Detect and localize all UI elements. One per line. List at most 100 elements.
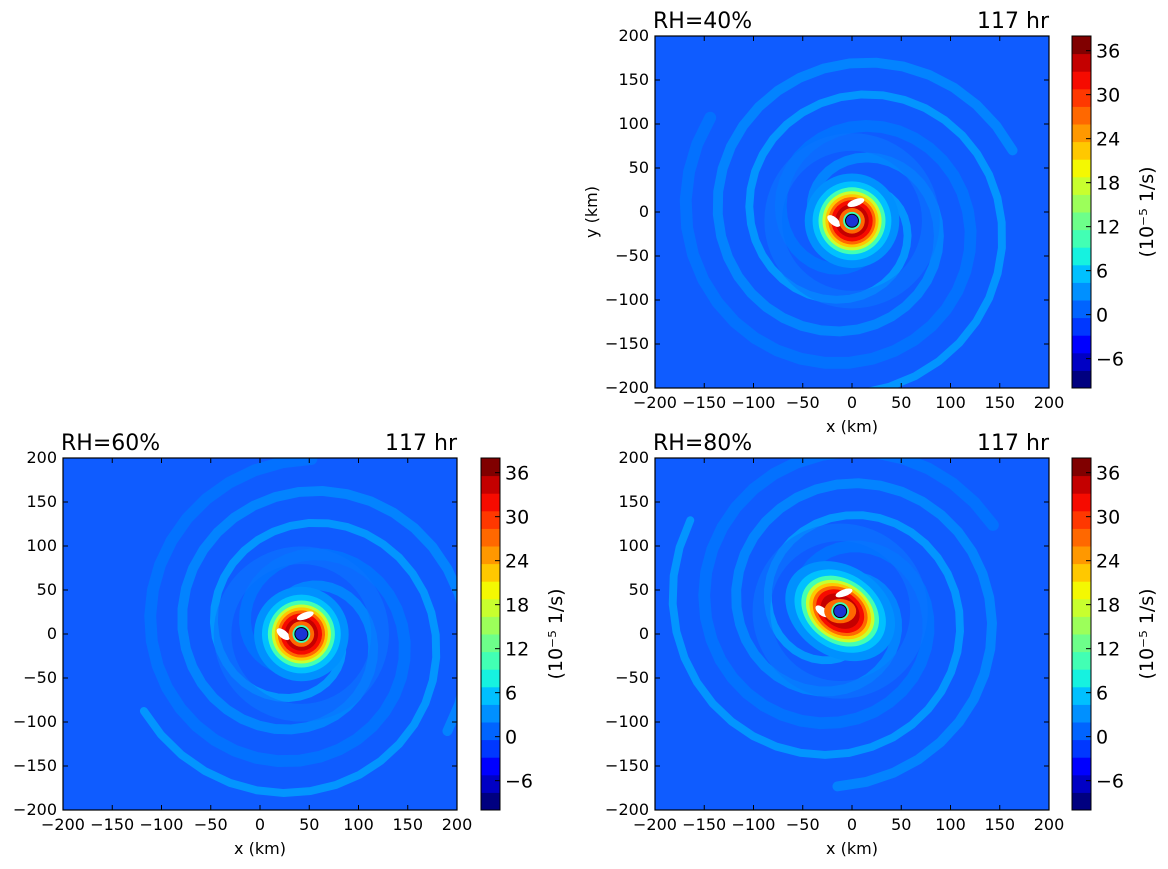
colorbar-label: (10⁻⁵ 1/s) [1136,588,1158,679]
x-tick-label: −50 [786,393,820,412]
rain-band [139,519,441,797]
colorbar-segment [1072,493,1091,512]
colorbar-tick-label: 36 [1096,463,1120,485]
rain-band [712,57,1018,337]
colorbar-segment [481,704,500,723]
saturated-patch [835,588,853,598]
colorbar-tick-label: −6 [1096,771,1124,793]
colorbar-segment [1072,141,1091,160]
panel-title-left: RH=40% [653,9,752,34]
colorbar-tick-label: 6 [505,683,517,705]
colorbar-segment [1072,722,1091,741]
colorbar-segment [1072,335,1091,354]
colorbar-segment [481,563,500,582]
panel-1: −200 −150 −100 −50 0 50 100 150 200−200−150−100−… [582,9,1158,436]
colorbar-tick-label: 0 [1096,305,1108,327]
colorbar-segment [1072,194,1091,213]
colorbar-segment [1072,528,1091,547]
colorbar-segment [1072,598,1091,617]
y-tick-label: 50 [629,158,649,177]
y-tick-label: 200 [618,26,649,45]
x-tick-label: −100 [140,815,184,834]
colorbar-segment [481,739,500,758]
y-tick-label: −50 [23,668,57,687]
colorbar-segment [481,510,500,529]
colorbar-segment [1072,651,1091,670]
y-tick-label: 50 [629,580,649,599]
colorbar-segment [481,475,500,494]
y-tick-label: 100 [26,536,57,555]
outer-ring [213,546,390,722]
colorbar: −6 0 6 12 18 24 30 36 (10⁻⁵ 1/s) [480,457,567,811]
colorbar-segment [1072,686,1091,705]
colorbar-segment [1072,739,1091,758]
colorbar-segment [1072,563,1091,582]
y-tick-label: −100 [13,712,57,731]
vorticity-field [63,458,457,810]
rain-band [731,478,997,792]
x-tick-label: 100 [935,393,966,412]
colorbar-segment [481,686,500,705]
y-tick-label: 100 [618,114,649,133]
x-tick-label: −150 [682,815,726,834]
colorbar-segment [1072,317,1091,336]
colorbar-segment [1072,300,1091,319]
colorbar-segment [1072,669,1091,688]
x-tick-label: 200 [1034,393,1065,412]
y-tick-label: 200 [618,448,649,467]
y-tick-label: −50 [615,246,649,265]
y-tick-label: 150 [618,70,649,89]
colorbar-tick-label: 18 [505,595,529,617]
colorbar-frame [1071,457,1092,811]
colorbar-segment [1072,634,1091,653]
colorbar-segment [1072,792,1091,811]
x-tick-label: −150 [682,393,726,412]
colorbar-segment [1072,510,1091,529]
colorbar-tick-label: 6 [1096,261,1108,283]
vortex-center-marker [833,604,848,619]
y-tick-label: −150 [605,756,649,775]
colorbar-segment [481,651,500,670]
colorbar-segment [481,528,500,547]
rain-band [144,458,411,768]
x-tick-label: 0 [847,815,857,834]
vortex-center-marker [294,627,309,641]
vorticity-field [655,458,1049,810]
saturated-patch [276,628,290,641]
x-tick-label: 50 [891,815,911,834]
panel-3: −200 −150 −100 −50 0 50 100 150 200−200−150−100−… [605,431,1158,858]
x-axis-label: x (km) [234,839,286,858]
y-tick-label: −100 [605,712,649,731]
panel-title-left: RH=60% [61,431,160,456]
colorbar-tick-label: −6 [1096,349,1124,371]
colorbar-segment [1072,475,1091,494]
colorbar-tick-label: 24 [1096,551,1120,573]
colorbar-segment [1072,53,1091,72]
colorbar-segment [1072,247,1091,266]
x-axis-label: x (km) [826,839,878,858]
vorticity-field [655,36,1049,388]
colorbar-tick-label: 36 [505,463,529,485]
panel-title-right: 117 hr [977,9,1050,34]
colorbar-segment [481,757,500,776]
colorbar-segment [481,669,500,688]
colorbar-segment [1072,757,1091,776]
y-tick-label: −100 [605,290,649,309]
colorbar-segment [1072,159,1091,178]
y-tick-label: −200 [605,378,649,397]
colorbar-tick-label: 12 [505,639,529,661]
colorbar-segment [481,634,500,653]
colorbar-tick-label: 30 [505,507,529,529]
colorbar-segment [481,598,500,617]
saturated-patch [296,611,314,621]
outer-ring [752,523,928,699]
colorbar-segment [1072,581,1091,600]
y-tick-label: −200 [605,800,649,819]
colorbar-segment [481,493,500,512]
colorbar-segment [481,616,500,635]
colorbar-tick-label: 30 [1096,507,1120,529]
x-tick-label: −200 [41,815,85,834]
colorbar-segment [1072,352,1091,371]
panel-title-left: RH=80% [653,431,752,456]
colorbar-segment [1072,71,1091,90]
